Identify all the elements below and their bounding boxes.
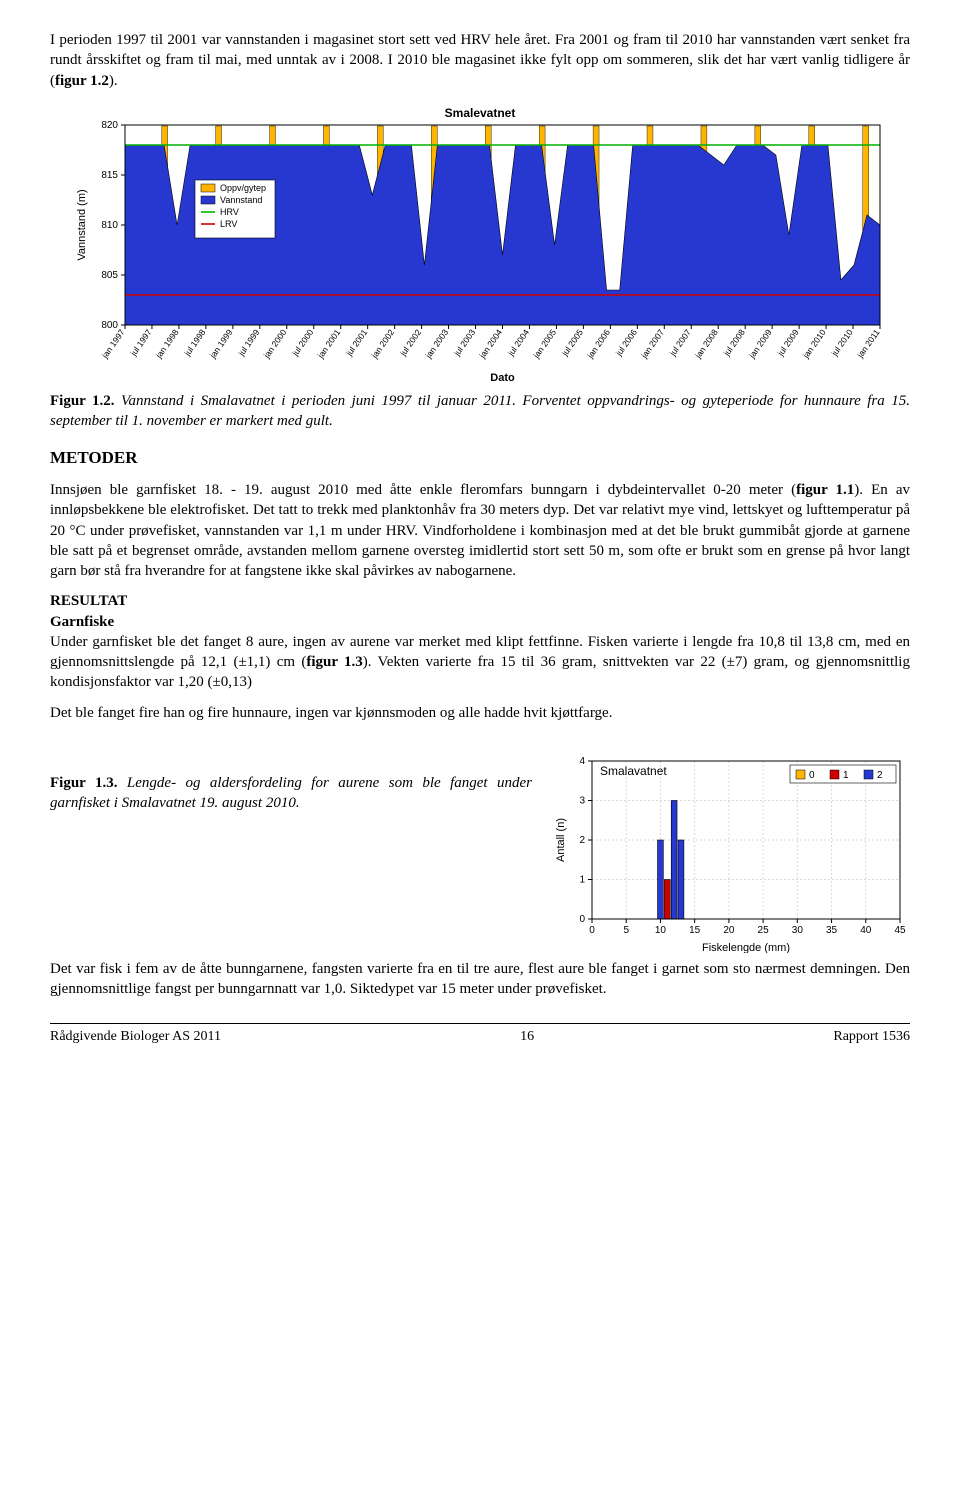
garnfiske-fig-ref: figur 1.3 — [306, 654, 362, 670]
svg-text:Smalavatnet: Smalavatnet — [600, 764, 667, 778]
svg-text:20: 20 — [723, 925, 735, 936]
svg-text:Antall (n): Antall (n) — [555, 818, 567, 862]
smalavatnet-bar-chart: 01234Antall (n)051015202530354045Fiskele… — [550, 733, 910, 953]
footer-left: Rådgivende Biologer AS 2011 — [50, 1028, 221, 1047]
svg-text:15: 15 — [689, 925, 701, 936]
svg-text:0: 0 — [589, 925, 595, 936]
svg-text:800: 800 — [101, 320, 118, 331]
intro-paragraph: I perioden 1997 til 2001 var vannstanden… — [50, 30, 910, 91]
svg-text:45: 45 — [894, 925, 906, 936]
garnfiske-paragraph: Under garnfisket ble det fanget 8 aure, … — [50, 632, 910, 693]
svg-text:805: 805 — [101, 270, 118, 281]
metoder-heading: METODER — [50, 447, 910, 470]
svg-text:2: 2 — [877, 770, 883, 781]
page-footer: Rådgivende Biologer AS 2011 16 Rapport 1… — [50, 1023, 910, 1047]
svg-text:4: 4 — [579, 756, 585, 767]
metoder-fig-ref: figur 1.1 — [796, 482, 854, 498]
svg-text:LRV: LRV — [220, 219, 237, 229]
metoder-text: Innsjøen ble garnfisket 18. - 19. august… — [50, 482, 796, 498]
fig12-lead: Figur 1.2. — [50, 393, 115, 409]
garnfiske-heading: Garnfiske — [50, 612, 910, 632]
figure-1-3-row: Figur 1.3. Lengde- og aldersfordeling fo… — [50, 733, 910, 953]
metoder-paragraph: Innsjøen ble garnfisket 18. - 19. august… — [50, 480, 910, 581]
svg-text:Smalevatnet: Smalevatnet — [445, 106, 516, 120]
svg-text:40: 40 — [860, 925, 872, 936]
svg-text:2: 2 — [579, 835, 585, 846]
svg-text:Oppv/gytep: Oppv/gytep — [220, 183, 266, 193]
resultat-heading: RESULTAT — [50, 591, 910, 611]
svg-text:1: 1 — [843, 770, 849, 781]
svg-text:30: 30 — [792, 925, 804, 936]
svg-text:Fiskelengde (mm): Fiskelengde (mm) — [702, 942, 790, 953]
svg-text:815: 815 — [101, 170, 118, 181]
chart2-svg: 01234Antall (n)051015202530354045Fiskele… — [550, 733, 910, 953]
footer-right: Rapport 1536 — [833, 1028, 910, 1047]
figure-1-2-caption: Figur 1.2. Vannstand i Smalavatnet i per… — [50, 391, 910, 432]
intro-text: I perioden 1997 til 2001 var vannstanden… — [50, 32, 910, 89]
svg-text:25: 25 — [758, 925, 770, 936]
svg-text:810: 810 — [101, 220, 118, 231]
svg-text:Dato: Dato — [490, 372, 515, 384]
svg-text:1: 1 — [579, 874, 585, 885]
svg-text:0: 0 — [809, 770, 815, 781]
intro-fig-ref: figur 1.2 — [55, 73, 109, 89]
intro-tail: ). — [109, 73, 118, 89]
svg-text:Vannstand (m): Vannstand (m) — [76, 189, 88, 260]
svg-text:5: 5 — [623, 925, 629, 936]
svg-text:820: 820 — [101, 120, 118, 131]
fig13-text: Lengde- og aldersfordeling for aurene so… — [50, 775, 532, 811]
svg-text:10: 10 — [655, 925, 667, 936]
svg-text:35: 35 — [826, 925, 838, 936]
smalevatnet-chart: Smalevatnet800805810815820Vannstand (m)j… — [50, 105, 910, 385]
fig13-lead: Figur 1.3. — [50, 775, 117, 791]
chart1-svg: Smalevatnet800805810815820Vannstand (m)j… — [70, 105, 890, 385]
svg-text:3: 3 — [579, 795, 585, 806]
svg-text:HRV: HRV — [220, 207, 239, 217]
fig12-text: Vannstand i Smalavatnet i perioden juni … — [50, 393, 910, 429]
footer-page-number: 16 — [520, 1028, 534, 1047]
svg-text:Vannstand: Vannstand — [220, 195, 262, 205]
figure-1-3-caption: Figur 1.3. Lengde- og aldersfordeling fo… — [50, 733, 550, 814]
tail-paragraph: Det var fisk i fem av de åtte bunngarnen… — [50, 959, 910, 1000]
kjott-paragraph: Det ble fanget fire han og fire hunnaure… — [50, 703, 910, 723]
svg-text:0: 0 — [579, 914, 585, 925]
